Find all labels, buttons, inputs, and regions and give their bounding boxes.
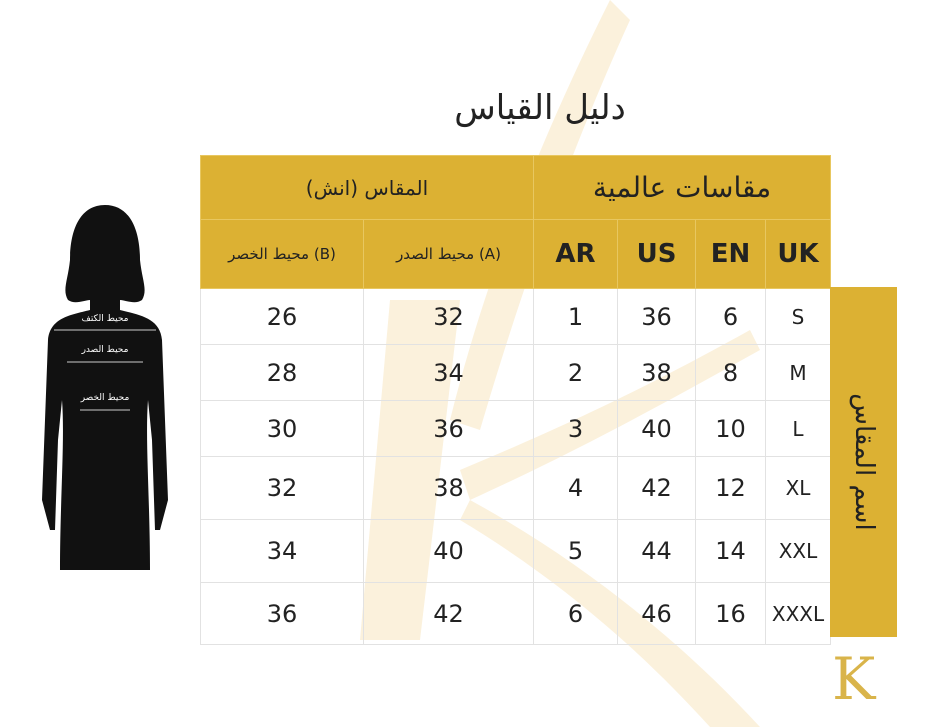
- cell-a: 34: [363, 344, 534, 401]
- cell-us: 38: [617, 344, 696, 401]
- table-row: 34 40 5 44 14 XXL: [200, 519, 831, 583]
- cell-en: 10: [695, 400, 766, 457]
- cell-b: 34: [200, 519, 364, 583]
- table-row: 32 38 4 42 12 XL: [200, 456, 831, 520]
- cell-b: 28: [200, 344, 364, 401]
- cell-uk: L: [765, 400, 831, 457]
- cell-ar: 6: [533, 582, 618, 645]
- header-us: US: [617, 219, 696, 289]
- cell-us: 42: [617, 456, 696, 520]
- cell-ar: 2: [533, 344, 618, 401]
- table-row: 26 32 1 36 6 S: [200, 288, 831, 345]
- cell-a: 38: [363, 456, 534, 520]
- cell-b: 32: [200, 456, 364, 520]
- size-table: المقاس (انش) مقاسات عالمية محيط الخصر (B…: [200, 155, 831, 645]
- header-uk: UK: [765, 219, 831, 289]
- body-silhouette: محيط الكتف محيط الصدر محيط الخصر: [42, 205, 168, 570]
- cell-b: 26: [200, 288, 364, 345]
- cell-uk: XL: [765, 456, 831, 520]
- cell-a: 36: [363, 400, 534, 457]
- header-chest: محيط الصدر (A): [363, 219, 534, 289]
- brand-logo: K: [832, 645, 876, 713]
- cell-b: 30: [200, 400, 364, 457]
- cell-uk: M: [765, 344, 831, 401]
- table-row: 36 42 6 46 16 XXXL: [200, 582, 831, 645]
- table-row: 30 36 3 40 10 L: [200, 400, 831, 457]
- cell-a: 40: [363, 519, 534, 583]
- cell-en: 16: [695, 582, 766, 645]
- cell-en: 6: [695, 288, 766, 345]
- cell-us: 44: [617, 519, 696, 583]
- cell-en: 12: [695, 456, 766, 520]
- page-title: دليل القياس: [454, 88, 626, 128]
- cell-ar: 4: [533, 456, 618, 520]
- cell-ar: 3: [533, 400, 618, 457]
- header-inches: المقاس (انش): [200, 155, 534, 220]
- cell-us: 40: [617, 400, 696, 457]
- header-waist: محيط الخصر (B): [200, 219, 364, 289]
- cell-us: 36: [617, 288, 696, 345]
- waist-label: محيط الخصر: [80, 393, 130, 403]
- shoulder-label: محيط الكتف: [82, 314, 129, 324]
- header-row-group: المقاس (انش) مقاسات عالمية: [200, 155, 831, 220]
- header-international: مقاسات عالمية: [533, 155, 831, 220]
- cell-ar: 1: [533, 288, 618, 345]
- chest-label: محيط الصدر: [81, 345, 129, 355]
- cell-en: 8: [695, 344, 766, 401]
- size-name-label: اسم المقاس: [830, 287, 897, 637]
- cell-b: 36: [200, 582, 364, 645]
- cell-uk: XXXL: [765, 582, 831, 645]
- header-row-columns: محيط الخصر (B) محيط الصدر (A) AR US EN U…: [200, 219, 831, 289]
- cell-a: 42: [363, 582, 534, 645]
- cell-uk: S: [765, 288, 831, 345]
- cell-us: 46: [617, 582, 696, 645]
- cell-en: 14: [695, 519, 766, 583]
- header-en: EN: [695, 219, 766, 289]
- header-ar: AR: [533, 219, 618, 289]
- cell-uk: XXL: [765, 519, 831, 583]
- table-row: 28 34 2 38 8 M: [200, 344, 831, 401]
- cell-a: 32: [363, 288, 534, 345]
- cell-ar: 5: [533, 519, 618, 583]
